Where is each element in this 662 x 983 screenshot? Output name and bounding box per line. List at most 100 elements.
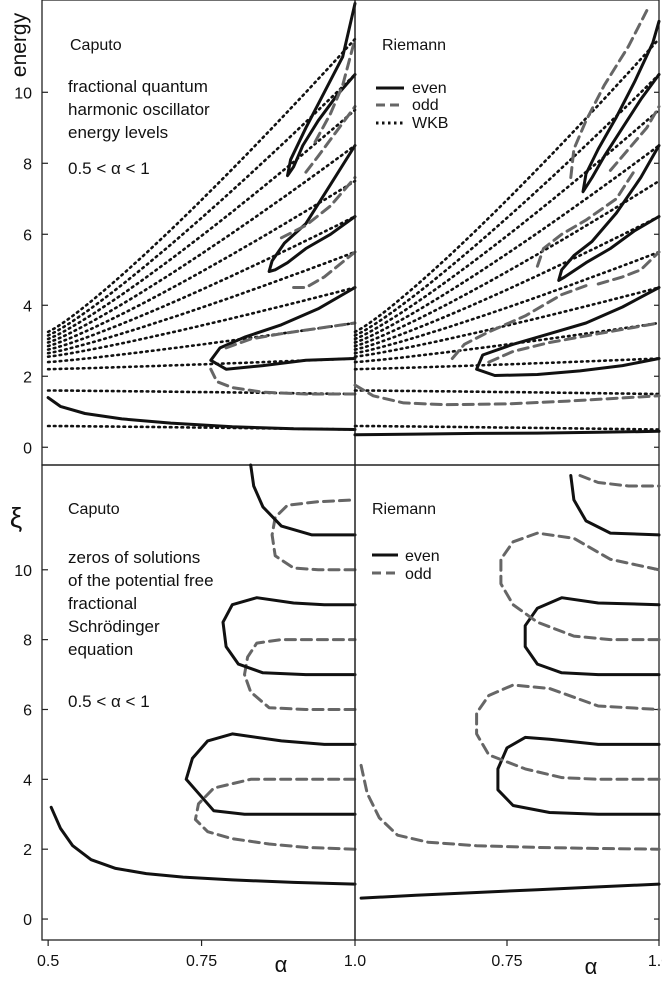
odd-curve-5 [270,498,357,572]
legend-bottom-odd-label: odd [405,566,432,583]
x-tick-label: 0.75 [186,953,217,970]
xi-axis-label: ξ [10,502,23,533]
even-curve-5 [557,144,661,282]
panel-label-riemann-bottom: Riemann [372,501,436,518]
odd-curve-5 [499,531,661,642]
alpha-range-top: 0.5 < α < 1 [68,159,150,178]
odd-curve-1 [359,763,661,851]
odd-curve-3 [475,683,661,781]
annotation-zeros-1: zeros of solutions [68,548,200,567]
odd-curve-1 [353,383,661,407]
annotation-zeros-3: fractional [68,594,137,613]
x-tick-label: 1.0 [344,953,366,970]
y-tick-label: 0 [23,912,32,929]
even-curve-0 [359,882,661,900]
even-curve-2 [496,735,661,816]
y-tick-label: 10 [14,563,32,580]
odd-curve-2 [193,777,357,851]
annotation-line-3: energy levels [68,123,168,142]
panel-label-riemann-top: Riemann [382,37,446,54]
legend-odd-label: odd [412,97,439,114]
wkb-level-11 [46,37,357,334]
panel-frame [41,0,356,466]
even-curve-6 [249,463,357,537]
alpha-axis-label-right: α [585,954,598,979]
y-tick-label: 0 [23,440,32,457]
even-curve-1 [184,732,357,816]
wkb-level-1 [353,389,661,396]
wkb-level-5 [353,250,661,355]
y-tick-label: 4 [23,772,32,789]
odd-curve-3 [450,284,588,360]
even-curve-0 [353,429,661,437]
legend-wkb-label: WKB [412,115,448,132]
even-curve-8 [581,19,661,194]
odd-curve-6 [535,168,637,268]
odd-curve-2 [209,367,357,396]
wkb-level-1 [46,389,357,396]
x-tick-label: 0.75 [491,953,522,970]
panel-label-caputo-top: Caputo [70,37,122,54]
annotation-zeros-2: of the potential free [68,571,214,590]
wkb-level-8 [353,144,661,344]
odd-curve-10 [608,105,661,172]
wkb-level-10 [353,73,661,337]
odd-curve-9 [313,37,357,144]
y-tick-label: 6 [23,702,32,719]
annotation-line-1: fractional quantum [68,77,208,96]
odd-curve-8 [304,105,357,174]
even-curve-4 [221,596,357,677]
y-tick-label: 8 [23,156,32,173]
even-curve-4 [523,596,661,677]
panels: 0 2 4 6 8 10 0 2 4 6 8 10 0.5 0.75 1.0 0.75 1.0 [14,0,662,970]
wkb-level-4 [46,286,357,359]
x-tick-label: 1.0 [648,953,662,970]
alpha-range-bottom: 0.5 < α < 1 [68,692,150,711]
wkb-level-4 [353,286,661,359]
odd-curve-6 [279,176,357,240]
odd-curve-7 [596,250,661,286]
y-tick-label: 2 [23,842,32,859]
even-curve-6 [569,474,661,537]
even-curve-2 [475,286,661,377]
legend-bottom: even odd [372,548,440,583]
wkb-level-0 [353,424,661,431]
legend-bottom-even-label: even [405,548,440,565]
energy-axis-label: energy [8,12,31,77]
y-tick-label: 8 [23,633,32,650]
annotation-zeros-5: equation [68,640,133,659]
alpha-axis-label-left: α [275,952,288,977]
wkb-level-8 [46,144,357,344]
odd-curve-3 [224,321,357,350]
panel-bottom-left: 0 2 4 6 8 10 [14,463,357,941]
wkb-level-10 [46,73,357,337]
y-tick-label: 4 [23,298,32,315]
wkb-level-9 [353,108,661,341]
wkb-level-9 [46,108,357,341]
wkb-level-5 [46,250,357,355]
odd-curve-4 [487,321,661,364]
legend-top: even odd WKB [376,80,448,132]
annotation-zeros-4: Schrödinger [68,617,160,636]
wkb-level-7 [46,179,357,348]
wkb-level-7 [353,179,661,348]
wkb-level-2 [353,357,661,371]
y-tick-label: 2 [23,369,32,386]
even-curve-0 [49,805,357,886]
panel-label-caputo-bottom: Caputo [68,501,120,518]
wkb-level-11 [353,37,661,334]
y-tick-label: 6 [23,227,32,244]
panel-frame [354,464,660,941]
even-curve-4 [267,144,357,273]
wkb-level-3 [353,321,661,364]
even-curve-7 [286,2,357,178]
odd-curve-5 [292,250,357,289]
panel-top-right [353,0,661,466]
odd-curve-9 [569,9,649,179]
panel-bottom-right [354,464,661,941]
even-curve-1 [209,286,357,371]
annotation-line-2: harmonic oscillator [68,100,210,119]
wkb-level-6 [353,215,661,351]
y-tick-label: 10 [14,85,32,102]
